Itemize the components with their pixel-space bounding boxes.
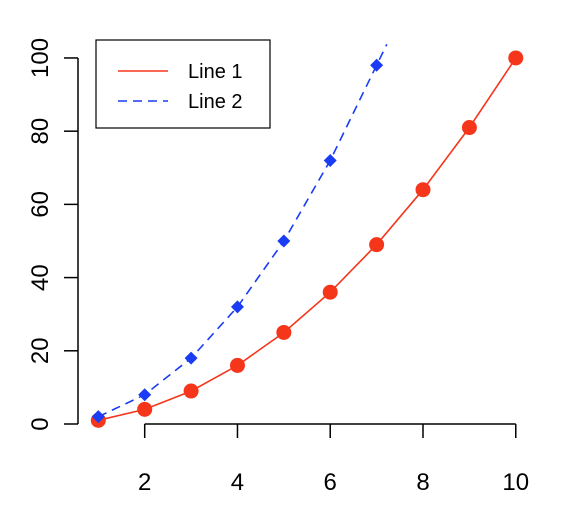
series-1-point (461, 120, 477, 136)
series-2-point (230, 300, 244, 314)
series-2-point (370, 58, 384, 72)
series-1-point (276, 324, 292, 340)
x-tick-label: 8 (416, 469, 429, 496)
y-tick-label: 60 (27, 191, 54, 218)
legend-label-2: Line 2 (188, 91, 243, 113)
legend-box (95, 39, 271, 129)
series-2-point (184, 351, 198, 365)
series-2-point (277, 234, 291, 248)
x-tick-label: 2 (138, 469, 151, 496)
series-1-point (183, 383, 199, 399)
legend-label-1: Line 1 (188, 61, 243, 83)
series-line-2 (97, 43, 388, 418)
series-1-point (369, 237, 385, 253)
series-line-1 (98, 57, 517, 422)
series-lines (97, 43, 517, 422)
series-2-point (91, 410, 105, 424)
legend: Line 1 Line 2 (95, 39, 271, 129)
series-1-point (415, 182, 431, 198)
y-tick-label: 40 (27, 264, 54, 291)
series-2-point (138, 388, 152, 402)
series-points (90, 50, 524, 428)
x-tick-label: 6 (324, 469, 337, 496)
y-tick-label: 80 (27, 118, 54, 145)
x-tick-label: 10 (502, 469, 529, 496)
y-tick-label: 0 (27, 417, 54, 430)
y-tick-label: 20 (27, 337, 54, 364)
series-1-point (508, 50, 524, 66)
series-1-point (229, 357, 245, 373)
y-tick-label: 100 (27, 38, 54, 78)
series-1-point (322, 284, 338, 300)
x-tick-label: 4 (231, 469, 244, 496)
series-1-point (137, 401, 153, 417)
series-2-point (323, 153, 337, 167)
